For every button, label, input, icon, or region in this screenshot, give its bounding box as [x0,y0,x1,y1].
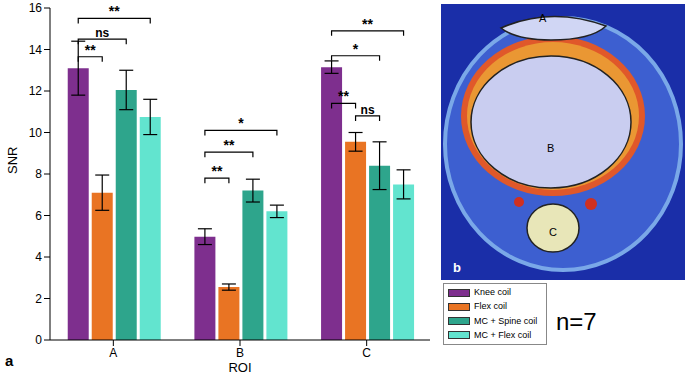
svg-text:ns: ns [361,103,375,117]
svg-text:C: C [362,346,371,360]
html-text:Flex coil: Flex coil [474,301,507,312]
html-text:a: a [5,352,14,369]
svg-text:A: A [539,12,547,24]
svg-text:**: ** [223,137,234,153]
svg-text:4: 4 [35,250,42,264]
svg-text:14: 14 [29,43,43,57]
svg-text:6: 6 [35,209,42,223]
svg-text:*: * [238,115,244,131]
svg-text:ns: ns [95,26,109,40]
html-text:Knee coil: Knee coil [474,287,511,297]
svg-text:B: B [236,346,244,360]
html-text:MC + Flex coil: MC + Flex coil [474,330,532,340]
svg-text:8: 8 [35,167,42,181]
svg-text:ROI: ROI [228,360,251,375]
svg-text:**: ** [85,42,96,58]
svg-text:16: 16 [29,1,43,15]
html-text:MC + Spine coil: MC + Spine coil [474,315,538,326]
html-text:n=7: n=7 [556,308,597,335]
svg-text:SNR: SNR [5,147,20,174]
svg-text:B: B [547,142,554,154]
svg-text:2: 2 [35,292,42,306]
svg-text:12: 12 [29,84,43,98]
svg-text:*: * [353,41,359,57]
svg-text:C: C [549,226,557,238]
svg-text:b: b [453,260,461,275]
svg-text:**: ** [362,16,373,32]
svg-text:A: A [109,346,117,360]
svg-text:0: 0 [35,333,42,347]
svg-text:**: ** [211,163,222,179]
svg-text:**: ** [338,88,349,104]
svg-text:**: ** [109,3,120,19]
svg-text:10: 10 [29,126,43,140]
